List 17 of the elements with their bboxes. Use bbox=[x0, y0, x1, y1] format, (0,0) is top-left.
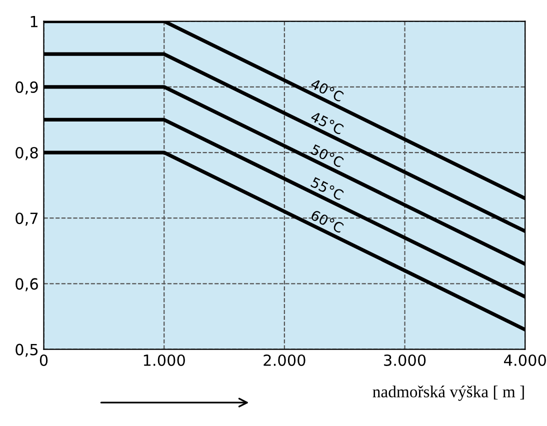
text: 60°C bbox=[310, 210, 344, 234]
x-tick-label: 0 bbox=[40, 354, 48, 366]
text: 55°C bbox=[310, 176, 344, 201]
y-tick-label: 0,7 bbox=[16, 212, 38, 226]
y-tick-label: 1 bbox=[30, 16, 38, 28]
x-tick-label: 4.000 bbox=[504, 354, 546, 366]
y-tick-label: 0,8 bbox=[16, 146, 38, 160]
y-tick-label: 0,9 bbox=[16, 81, 38, 94]
x-axis-title: nadmořská výška [ m ] bbox=[372, 386, 524, 401]
x-tick-label: 2.000 bbox=[264, 354, 306, 366]
text: 40°C bbox=[310, 78, 344, 102]
y-tick-label: 0,6 bbox=[16, 278, 38, 292]
x-tick-label: 3.000 bbox=[384, 354, 426, 366]
x-tick-label: 1.000 bbox=[144, 354, 185, 366]
y-tick-label: 0,5 bbox=[16, 344, 38, 357]
text: 45°C bbox=[310, 111, 344, 135]
text: 50°C bbox=[310, 144, 344, 168]
